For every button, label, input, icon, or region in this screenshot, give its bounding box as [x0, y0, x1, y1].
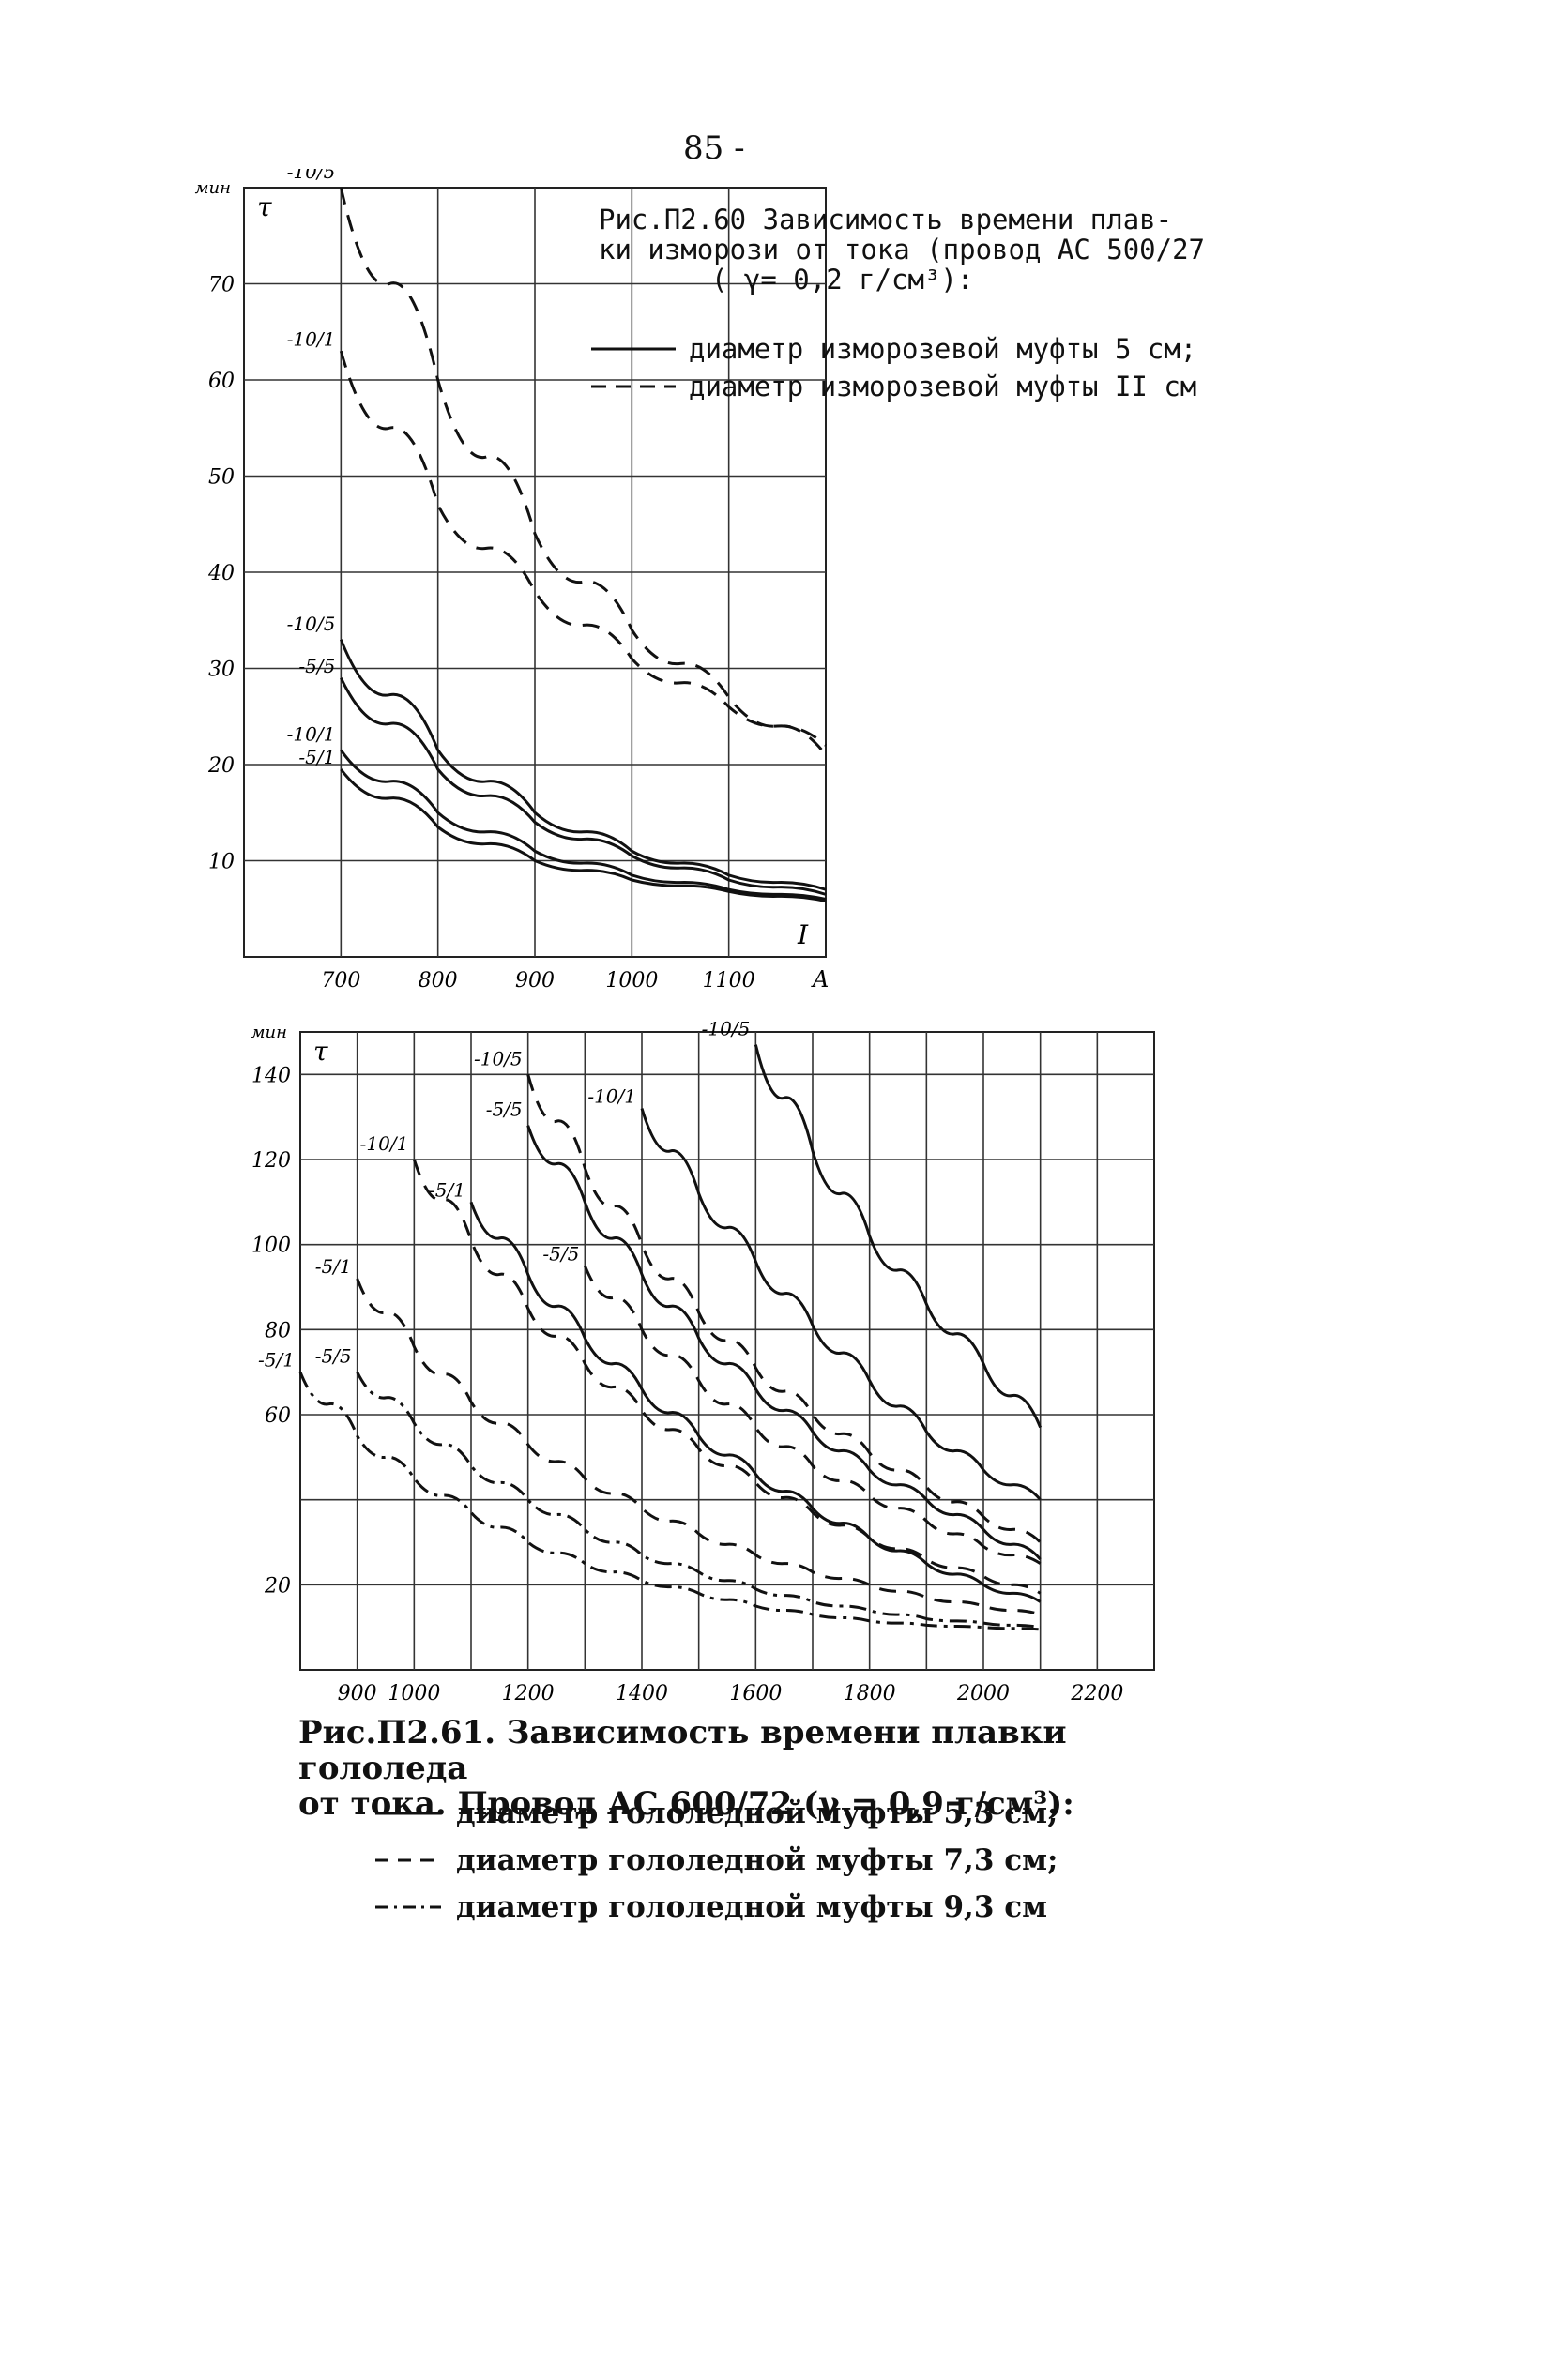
x-tick-label: 1000: [605, 969, 658, 993]
legend-label: диаметр гололедной муфты 9,3 см: [456, 1890, 1048, 1924]
y-tick-label: 80: [265, 1319, 291, 1342]
chart-glaze-ice-melting-time: 900 1000 1200 1400 1600 1800 2000 2200 20 60 80 100…: [251, 1018, 1155, 1705]
series-label: -5/5: [298, 655, 335, 677]
series-label: -5/5: [542, 1242, 579, 1265]
x-tick-label: 2200: [1070, 1682, 1123, 1705]
legend-entry-dashed: диаметр гололедной муфты 7,3 см;: [375, 1837, 1058, 1884]
series-line: [526, 1125, 1042, 1561]
x-tick-label: 1000: [388, 1682, 440, 1705]
series-line: [340, 768, 827, 903]
figure2-legend: диаметр гололедной муфты 5,3 см; диаметр…: [375, 1790, 1058, 1931]
x-tick-label: 900: [338, 1682, 377, 1705]
y-tick-label: 60: [265, 1404, 291, 1428]
legend-label: диаметр изморозевой муфты II см: [689, 371, 1197, 402]
legend-label: диаметр гололедной муфты 7,3 см;: [456, 1843, 1058, 1877]
legend-entry-solid: диаметр гололедной муфты 5,3 см;: [375, 1790, 1058, 1837]
series-label: -10/1: [287, 723, 336, 746]
chart-ice-frost-melting-time: 700 800 900 1000 1100 10 20 30 40 50 60 70 мин τ IA -10…: [195, 169, 830, 993]
y-tick-label: 30: [208, 659, 235, 682]
y-tick-label: 40: [207, 562, 235, 585]
legend-dashdot-line: [375, 1905, 441, 1909]
plot-frame: [299, 1031, 1155, 1671]
x-tick-label: 1400: [616, 1682, 668, 1705]
figure1-caption-line: ки изморози от тока (провод АС 500/27: [599, 234, 1206, 265]
series-label: -5/5: [486, 1099, 523, 1121]
series-line: [339, 639, 827, 891]
figure1-caption-line: Рис.П2.60 Зависимость времени плав-: [599, 204, 1173, 235]
series-label: -5/1: [315, 1255, 352, 1278]
figure1-legend: диаметр изморозевой муфты 5 см; диаметр …: [591, 330, 1196, 405]
y-axis-label: τ: [313, 1036, 328, 1067]
x-axis-label: I: [797, 919, 809, 950]
y-tick-label: 100: [251, 1235, 291, 1258]
series-label: -10/5: [702, 1018, 751, 1040]
figure1-caption-line: ( γ= 0,2 г/см³):: [711, 264, 974, 296]
figure2-caption-line: от тока. Провод АС 600/72 (γ = 0,9 г/см³…: [298, 1785, 1074, 1823]
x-tick-label: 1200: [502, 1682, 555, 1705]
figure2-caption: Рис.П2.61. Зависимость времени плавки го…: [298, 1715, 1162, 1822]
y-tick-label: 20: [207, 754, 235, 778]
x-tick-label: 1100: [703, 969, 755, 993]
series-label: -5/1: [298, 746, 335, 768]
y-tick-label: 10: [208, 851, 235, 874]
series-label: -10/1: [587, 1085, 636, 1108]
y-axis-label: τ: [257, 191, 272, 222]
y-axis-unit: мин: [251, 1023, 287, 1042]
y-axis-unit: мин: [195, 178, 231, 198]
x-axis-unit: A: [811, 966, 829, 993]
series-line: [298, 1372, 1041, 1631]
series-line: [339, 350, 827, 747]
series-label: -10/1: [287, 327, 336, 350]
legend-entry-dashdot: диаметр гололедной муфты 9,3 см: [375, 1884, 1058, 1931]
series-label: -10/5: [474, 1047, 523, 1069]
legend-entry-solid: диаметр изморозевой муфты 5 см;: [591, 330, 1196, 368]
page-number: 85 -: [683, 129, 745, 167]
series-line: [412, 1159, 1042, 1595]
y-tick-label: 50: [208, 466, 235, 490]
series-line: [640, 1108, 1042, 1501]
series-line: [339, 677, 827, 896]
x-tick-label: 1800: [844, 1682, 896, 1705]
x-tick-label: 700: [321, 969, 360, 993]
series-label: -10/5: [287, 169, 336, 183]
legend-label: диаметр изморозевой муфты 5 см;: [689, 333, 1197, 365]
y-tick-label: 140: [251, 1064, 291, 1087]
series-line: [526, 1073, 1042, 1544]
x-tick-label: 2000: [956, 1682, 1010, 1705]
legend-dashed-line: [591, 385, 676, 388]
legend-solid-line: [591, 347, 676, 351]
y-tick-label: 70: [208, 274, 235, 297]
series-label: -5/1: [258, 1349, 295, 1372]
x-tick-label: 800: [419, 969, 458, 993]
y-tick-label: 120: [251, 1149, 291, 1173]
legend-entry-dashed: диаметр изморозевой муфты II см: [591, 368, 1196, 405]
legend-solid-line: [375, 1812, 441, 1815]
legend-dashed-line: [375, 1858, 441, 1862]
series-label: -5/5: [315, 1345, 352, 1368]
figure1-caption: Рис.П2.60 Зависимость времени плав- ки и…: [599, 205, 1293, 295]
x-tick-label: 1600: [729, 1682, 782, 1705]
figure2-caption-line: Рис.П2.61. Зависимость времени плавки го…: [298, 1714, 1067, 1787]
series-label: -10/1: [360, 1132, 409, 1155]
x-tick-label: 900: [515, 969, 555, 993]
series-label: -10/5: [287, 613, 336, 635]
y-tick-label: 60: [208, 370, 235, 393]
series-line: [340, 749, 827, 901]
series-line: [754, 1044, 1043, 1429]
legend-label: диаметр гололедной муфты 5,3 см;: [456, 1796, 1058, 1830]
y-tick-label: 20: [264, 1574, 291, 1598]
series-line: [339, 187, 828, 756]
